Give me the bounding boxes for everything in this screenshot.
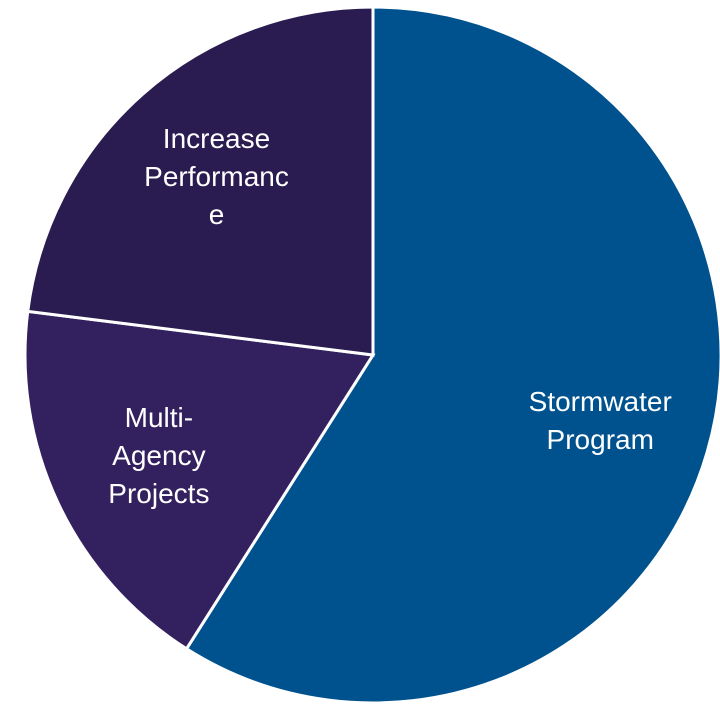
slice-label: Stormwater Program <box>528 386 672 456</box>
pie-slice <box>184 5 720 705</box>
pie-slice <box>26 5 375 357</box>
slice-label: Multi-Agency Projects <box>108 401 210 509</box>
slice-label: Increase Performance <box>144 123 289 231</box>
pie-slice <box>23 309 376 651</box>
